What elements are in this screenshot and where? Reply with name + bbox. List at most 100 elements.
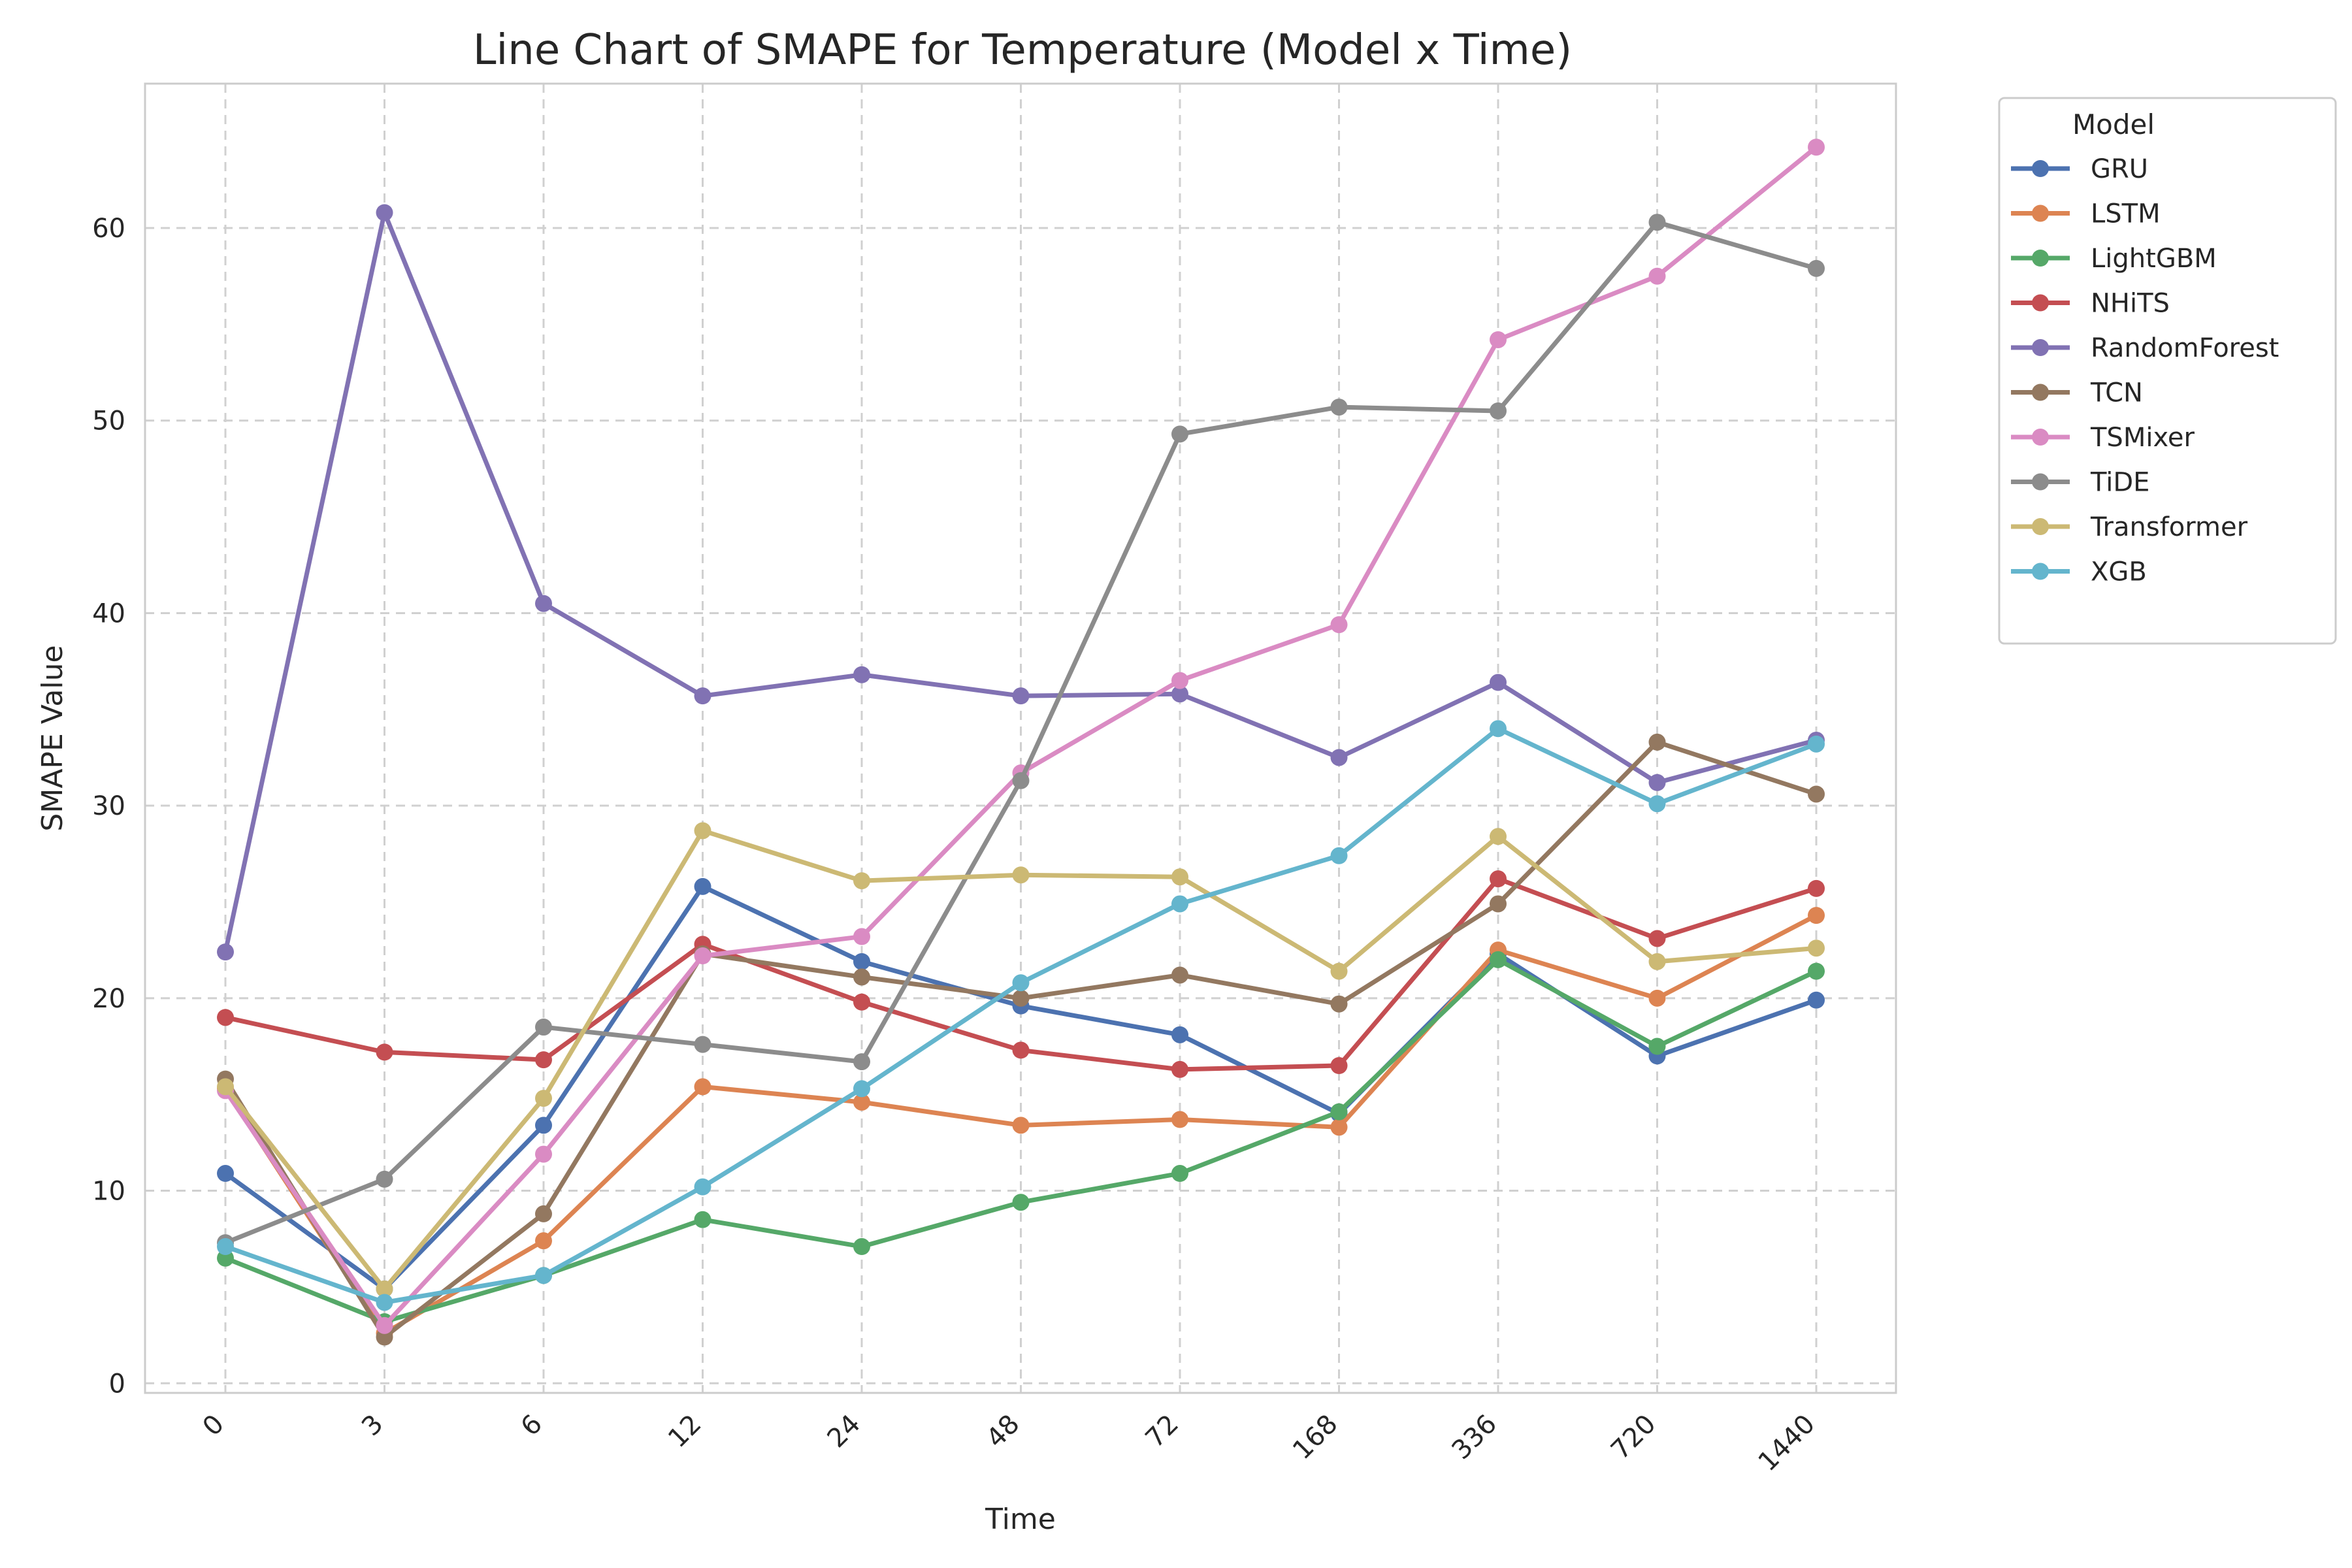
data-point-xgb [1330,847,1348,864]
data-point-xgb [1490,720,1507,738]
x-axis-title: Time [985,1503,1056,1536]
data-point-transformer [535,1090,552,1107]
data-point-lightgbm [853,1238,870,1256]
y-tick-label: 0 [109,1369,125,1399]
data-point-tide [1648,214,1666,231]
data-point-nhits [376,1043,393,1061]
legend-item-xgb: XGB [2011,557,2147,587]
data-point-tsmixer [535,1145,552,1163]
data-point-lightgbm [1330,1103,1348,1120]
legend-swatch-marker-gru [2032,160,2049,177]
data-point-gru [1171,1026,1188,1043]
data-point-lstm [1171,1111,1188,1128]
legend-label-randomforest: RandomForest [2091,333,2279,363]
data-point-randomforest [1490,674,1507,691]
legend-label-gru: GRU [2091,154,2148,184]
data-point-lstm [1330,1119,1348,1136]
series-xgb [217,720,1825,1311]
data-point-transformer [694,822,711,840]
legend-item-gru: GRU [2011,154,2148,184]
data-point-lstm [694,1078,711,1096]
data-point-lstm [535,1232,552,1250]
data-point-tcn [535,1205,552,1222]
legend-box [1998,97,2337,645]
data-point-tide [1808,259,1825,277]
data-point-lstm [1012,1117,1030,1134]
legend-item-tsmixer: TSMixer [2011,423,2195,453]
legend-item-transformer: Transformer [2011,512,2248,542]
legend-label-xgb: XGB [2091,557,2147,587]
chart-title: Line Chart of SMAPE for Temperature (Mod… [473,26,1572,74]
legend-label-nhits: NHiTS [2091,289,2170,319]
data-point-transformer [1490,828,1507,845]
data-point-gru [535,1117,552,1134]
data-point-tsmixer [1808,139,1825,156]
legend-label-lstm: LSTM [2091,199,2161,229]
data-point-gru [217,1165,234,1183]
data-point-tsmixer [1648,267,1666,285]
data-point-tsmixer [694,947,711,965]
series-nhits [217,870,1825,1078]
legend-item-lstm: LSTM [2011,199,2161,229]
data-point-randomforest [535,595,552,612]
series-layer [217,139,1825,1346]
data-point-tide [376,1170,393,1188]
x-tick-label: 336 [1446,1409,1503,1466]
data-point-tide [694,1036,711,1053]
legend-title: Model [2072,108,2155,140]
x-tick-label: 1440 [1753,1409,1821,1478]
data-point-tide [1012,772,1030,789]
y-axis-ticks: 0 10 20 30 40 50 60 [92,214,125,1399]
data-point-lightgbm [1648,1037,1666,1055]
legend-swatch-marker-xgb [2032,563,2049,580]
legend-swatch-marker-tcn [2032,384,2049,401]
data-point-transformer [376,1280,393,1298]
legend-item-randomforest: RandomForest [2011,333,2279,363]
legend-swatch-marker-transformer [2032,518,2049,535]
data-point-tide [535,1019,552,1036]
data-point-xgb [1808,735,1825,753]
data-point-xgb [694,1178,711,1196]
legend-label-transformer: Transformer [2090,512,2248,542]
y-axis-title: SMAPE Value [36,645,69,831]
x-tick-label: 48 [981,1409,1026,1454]
legend-swatch-marker-lstm [2032,204,2049,222]
data-point-xgb [1012,974,1030,992]
legend-swatch-marker-randomforest [2032,339,2049,356]
data-point-tcn [1808,785,1825,803]
data-point-tsmixer [853,928,870,945]
data-point-gru [853,953,870,970]
data-point-xgb [535,1267,552,1284]
x-tick-label: 24 [822,1409,867,1454]
data-point-randomforest [694,687,711,705]
data-point-nhits [1648,930,1666,947]
data-point-nhits [1171,1060,1188,1078]
data-point-randomforest [1648,774,1666,791]
data-point-randomforest [853,666,870,683]
y-tick-label: 20 [92,984,125,1014]
data-point-tide [1330,399,1348,416]
data-point-nhits [535,1051,552,1069]
legend-label-tide: TiDE [2090,468,2149,498]
data-point-tcn [853,968,870,986]
legend-label-lightgbm: LightGBM [2091,244,2217,274]
x-tick-label: 72 [1140,1409,1185,1454]
x-tick-label: 168 [1287,1409,1344,1466]
legend-item-nhits: NHiTS [2011,289,2170,319]
data-point-tsmixer [1171,672,1188,689]
y-tick-label: 50 [92,406,125,436]
x-tick-label: 0 [197,1409,231,1443]
data-point-lightgbm [694,1211,711,1228]
data-point-transformer [1330,962,1348,980]
data-point-lightgbm [1490,951,1507,968]
legend: Model GRU LSTM LightGBM NHiTS RandomForest TC… [1998,97,2337,645]
data-point-tide [853,1053,870,1071]
x-tick-label: 6 [515,1409,549,1443]
legend-label-tcn: TCN [2090,378,2143,408]
x-tick-label: 720 [1605,1409,1662,1466]
data-point-tsmixer [1490,331,1507,348]
data-point-nhits [1012,1041,1030,1059]
data-point-gru [694,877,711,895]
y-tick-label: 30 [92,791,125,821]
